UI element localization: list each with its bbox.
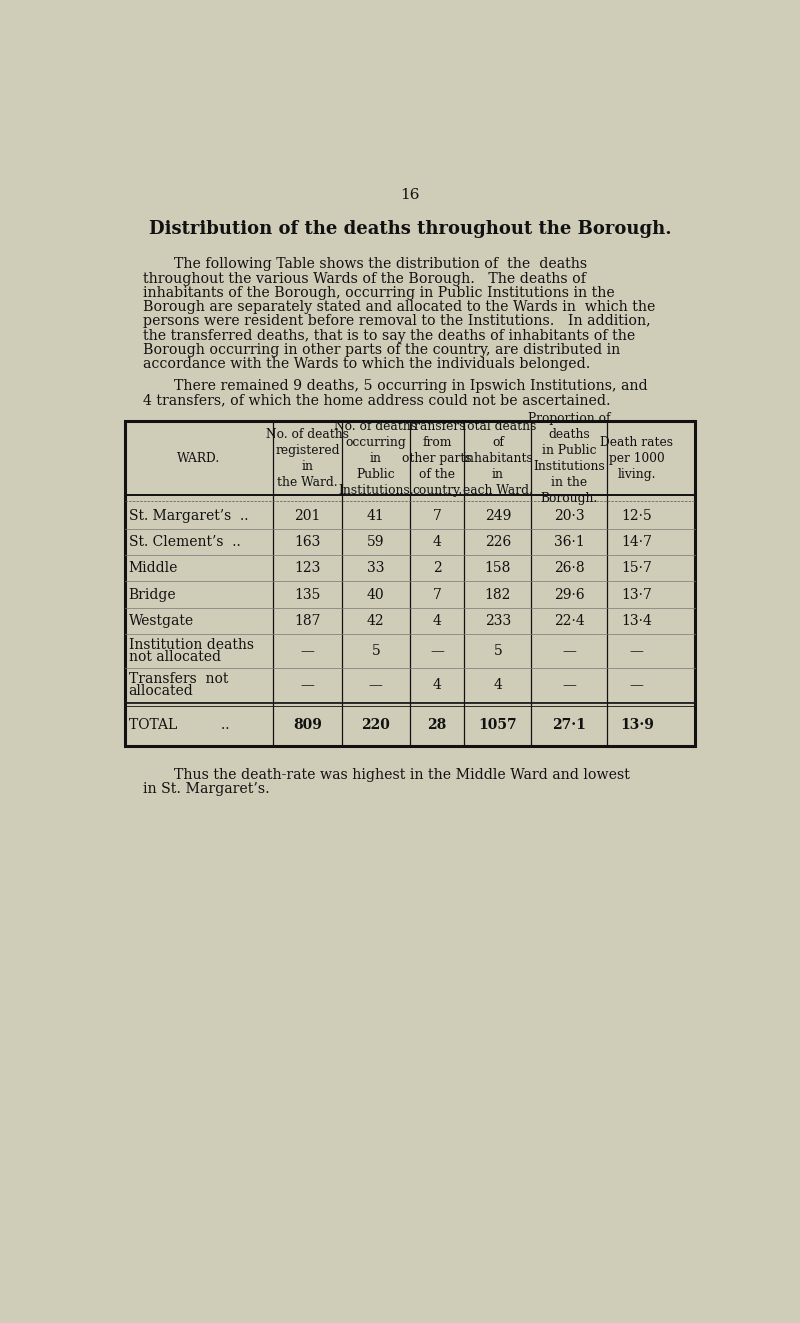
Text: —: — — [300, 677, 314, 692]
Text: No. of deaths
occurring
in
Public
Institutions.: No. of deaths occurring in Public Instit… — [334, 419, 418, 497]
Text: 182: 182 — [485, 587, 511, 602]
Text: 2: 2 — [433, 561, 442, 576]
Text: 7: 7 — [433, 509, 442, 523]
Text: 15·7: 15·7 — [622, 561, 652, 576]
Text: 4: 4 — [433, 614, 442, 627]
Text: WARD.: WARD. — [178, 451, 221, 464]
Text: not allocated: not allocated — [129, 650, 221, 664]
Text: Distribution of the deaths throughout the Borough.: Distribution of the deaths throughout th… — [149, 221, 671, 238]
Text: 13·9: 13·9 — [620, 717, 654, 732]
Text: Borough are separately stated and allocated to the Wards in  which the: Borough are separately stated and alloca… — [142, 300, 655, 314]
Text: Proportion of
deaths
in Public
Institutions
in the
Borough.: Proportion of deaths in Public Instituti… — [528, 411, 610, 505]
Text: accordance with the Wards to which the individuals belonged.: accordance with the Wards to which the i… — [142, 357, 590, 370]
Text: 14·7: 14·7 — [622, 536, 652, 549]
Text: 123: 123 — [294, 561, 321, 576]
Text: St. Clement’s  ..: St. Clement’s .. — [129, 536, 241, 549]
Text: Middle: Middle — [129, 561, 178, 576]
Text: No. of deaths
registered
in
the Ward.: No. of deaths registered in the Ward. — [266, 427, 349, 488]
Text: 4: 4 — [433, 677, 442, 692]
Text: 12·5: 12·5 — [622, 509, 652, 523]
Text: 36·1: 36·1 — [554, 536, 585, 549]
Text: inhabitants of the Borough, occurring in Public Institutions in the: inhabitants of the Borough, occurring in… — [142, 286, 614, 300]
Text: 135: 135 — [294, 587, 321, 602]
Text: 42: 42 — [367, 614, 385, 627]
Text: Westgate: Westgate — [129, 614, 194, 627]
Text: 13·4: 13·4 — [622, 614, 652, 627]
Text: TOTAL          ..: TOTAL .. — [129, 717, 229, 732]
Text: 220: 220 — [362, 717, 390, 732]
Text: —: — — [630, 644, 644, 658]
Text: 41: 41 — [367, 509, 385, 523]
Text: Transfers
from
other parts
of the
country.: Transfers from other parts of the countr… — [402, 419, 472, 497]
Text: 233: 233 — [485, 614, 511, 627]
Text: 26·8: 26·8 — [554, 561, 585, 576]
Text: the transferred deaths, that is to say the deaths of inhabitants of the: the transferred deaths, that is to say t… — [142, 328, 635, 343]
Text: Borough occurring in other parts of the country, are distributed in: Borough occurring in other parts of the … — [142, 343, 620, 357]
Text: 27·1: 27·1 — [553, 717, 586, 732]
Text: 4 transfers, of which the home address could not be ascertained.: 4 transfers, of which the home address c… — [142, 393, 610, 407]
Text: 809: 809 — [293, 717, 322, 732]
Text: —: — — [630, 677, 644, 692]
Bar — [125, 421, 695, 746]
Text: 16: 16 — [400, 188, 420, 202]
Text: 20·3: 20·3 — [554, 509, 585, 523]
Text: 13·7: 13·7 — [622, 587, 652, 602]
Text: 40: 40 — [367, 587, 385, 602]
Text: —: — — [369, 677, 382, 692]
Text: Transfers  not: Transfers not — [129, 672, 228, 687]
Text: 7: 7 — [433, 587, 442, 602]
Text: Institution deaths: Institution deaths — [129, 639, 254, 652]
Text: Death rates
per 1000
living.: Death rates per 1000 living. — [600, 435, 674, 480]
Text: 249: 249 — [485, 509, 511, 523]
Text: Bridge: Bridge — [129, 587, 176, 602]
Text: 187: 187 — [294, 614, 321, 627]
Text: persons were resident before removal to the Institutions.   In addition,: persons were resident before removal to … — [142, 315, 650, 328]
Text: 4: 4 — [433, 536, 442, 549]
Text: 1057: 1057 — [478, 717, 517, 732]
Text: 28: 28 — [427, 717, 446, 732]
Text: —: — — [300, 644, 314, 658]
Text: 5: 5 — [494, 644, 502, 658]
Text: 33: 33 — [367, 561, 385, 576]
Text: 158: 158 — [485, 561, 511, 576]
Text: 226: 226 — [485, 536, 511, 549]
Text: Total deaths
of
inhabitants
in
each Ward.: Total deaths of inhabitants in each Ward… — [460, 419, 536, 497]
Text: 201: 201 — [294, 509, 321, 523]
Text: 4: 4 — [494, 677, 502, 692]
Text: 29·6: 29·6 — [554, 587, 585, 602]
Text: —: — — [562, 677, 576, 692]
Text: 163: 163 — [294, 536, 321, 549]
Text: 59: 59 — [367, 536, 385, 549]
Text: The following Table shows the distribution of  the  deaths: The following Table shows the distributi… — [174, 257, 586, 271]
Text: There remained 9 deaths, 5 occurring in Ipswich Institutions, and: There remained 9 deaths, 5 occurring in … — [174, 378, 647, 393]
Text: —: — — [430, 644, 444, 658]
Text: allocated: allocated — [129, 684, 194, 697]
Text: Thus the death-rate was highest in the Middle Ward and lowest: Thus the death-rate was highest in the M… — [174, 767, 630, 782]
Text: —: — — [562, 644, 576, 658]
Text: 22·4: 22·4 — [554, 614, 585, 627]
Text: in St. Margaret’s.: in St. Margaret’s. — [142, 782, 270, 796]
Text: throughout the various Wards of the Borough.   The deaths of: throughout the various Wards of the Boro… — [142, 271, 586, 286]
Text: St. Margaret’s  ..: St. Margaret’s .. — [129, 509, 248, 523]
Text: 5: 5 — [371, 644, 380, 658]
